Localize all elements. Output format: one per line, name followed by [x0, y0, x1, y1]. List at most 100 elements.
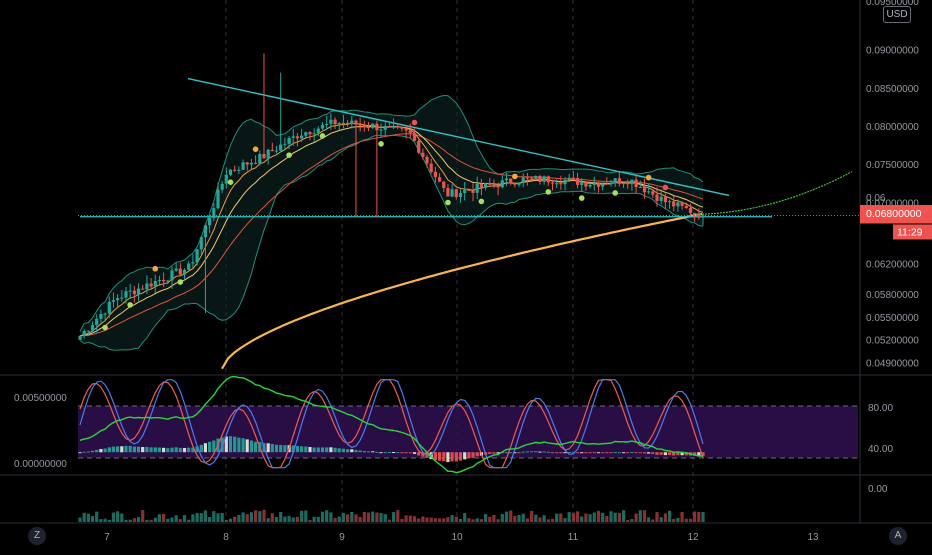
candle-body: [412, 133, 417, 141]
macd-bar: [622, 452, 626, 454]
macd-bar: [182, 448, 187, 453]
volume-bar: [103, 518, 107, 522]
candle-body: [663, 196, 667, 203]
volume-bar: [337, 516, 341, 522]
candle-body: [233, 169, 237, 171]
volume-bar: [354, 514, 358, 522]
volume-bar: [408, 515, 412, 522]
macd-bar: [195, 446, 199, 453]
candle-body: [659, 196, 663, 201]
candle-body: [697, 213, 701, 218]
macd-bar: [291, 445, 295, 453]
candle-body: [86, 330, 90, 332]
candle-body: [567, 177, 571, 180]
volume-bar: [500, 514, 504, 522]
candle-body: [258, 154, 262, 164]
price-tick-label: 0.07000000: [866, 198, 919, 209]
candle-body: [124, 291, 128, 298]
price-tick-label-partial: 0.06: [866, 193, 886, 204]
candle-body: [630, 179, 634, 185]
volume-bar: [433, 518, 437, 522]
macd-bar: [659, 452, 663, 455]
candle-body: [107, 301, 111, 314]
countdown-badge: [893, 224, 932, 240]
signal-dot: [512, 173, 518, 180]
volume-bar: [208, 517, 212, 522]
volume-bar: [454, 516, 458, 522]
candle-body: [199, 237, 203, 250]
volume-bar: [199, 513, 203, 522]
macd-bar: [701, 452, 705, 456]
macd-bar: [279, 444, 283, 453]
volume-bar: [617, 512, 621, 522]
volume-bar: [680, 512, 684, 522]
candle-body: [304, 132, 308, 136]
candle-body: [170, 270, 174, 281]
candle-body: [103, 313, 107, 315]
volume-bar: [387, 519, 391, 522]
candle-body: [308, 132, 312, 135]
volume-bar: [132, 518, 136, 522]
volume-bar: [492, 514, 496, 522]
macd-bar: [149, 447, 153, 453]
macd-bar: [337, 448, 341, 453]
candle-body: [450, 189, 454, 197]
candle-body: [613, 178, 617, 184]
candle-body: [358, 124, 362, 126]
currency-toggle-button[interactable]: USD: [883, 6, 911, 23]
volume-bar: [655, 512, 659, 522]
volume-bar: [262, 509, 266, 522]
zoom-toggle-button[interactable]: Z: [28, 527, 46, 545]
candle-body: [270, 149, 274, 152]
macd-bar: [174, 447, 178, 453]
candle-body: [454, 189, 458, 198]
candle-body: [433, 171, 437, 178]
macd-bar: [609, 452, 613, 454]
macd-bar: [642, 452, 647, 454]
volume-bar: [341, 513, 345, 522]
candle-body: [78, 335, 82, 340]
candle-body: [279, 144, 283, 151]
time-axis-label: 10: [451, 532, 463, 543]
macd-bar: [693, 452, 697, 456]
macd-bar: [224, 436, 228, 453]
auto-scale-button[interactable]: A: [889, 527, 907, 545]
candle-body: [596, 183, 601, 187]
candle-body: [116, 298, 120, 301]
macd-bar: [203, 443, 207, 453]
macd-bar: [178, 447, 182, 453]
candle-body: [166, 280, 170, 282]
candle-body: [354, 120, 358, 125]
volume-bar: [396, 510, 400, 522]
volume-bar: [605, 516, 609, 522]
macd-bar: [245, 439, 249, 453]
stoch-scale-label: 40.00: [868, 444, 893, 455]
signal-dot: [252, 146, 259, 153]
volume-bar: [300, 510, 304, 522]
volume-bar: [124, 519, 128, 522]
macd-bar: [471, 452, 475, 458]
candle-body: [500, 180, 504, 188]
bollinger-lower: [79, 134, 704, 351]
candle-body: [145, 283, 149, 290]
volume-bar: [530, 510, 534, 522]
volume-bar: [400, 518, 404, 522]
candle-body: [287, 138, 291, 144]
macd-bar: [429, 452, 433, 460]
candle-body: [99, 314, 103, 319]
time-axis-label: 12: [687, 532, 699, 543]
candle-body: [333, 119, 337, 125]
countdown-label: 11:29: [897, 226, 923, 238]
stoch-k-line: [79, 379, 704, 469]
macd-bar: [504, 452, 509, 454]
volume-bar: [463, 513, 467, 522]
volume-bar: [442, 518, 446, 522]
volume-bar: [417, 518, 421, 522]
candle-body: [220, 183, 224, 190]
macd-bar: [400, 452, 404, 454]
macd-bar: [341, 448, 345, 453]
volume-bar: [546, 519, 550, 522]
macd-bar: [241, 438, 245, 453]
